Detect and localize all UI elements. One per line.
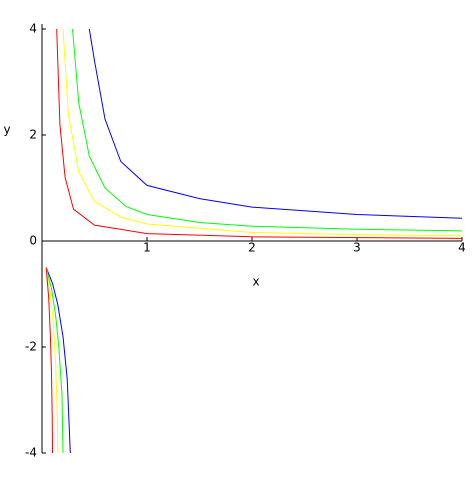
- curve: [45, 267, 71, 454]
- x-tick-label: 4: [458, 241, 466, 255]
- curve: [45, 267, 59, 454]
- curve: [45, 267, 53, 454]
- y-tick-label: 2: [29, 128, 37, 142]
- curve: [88, 28, 463, 219]
- curve: [45, 267, 64, 454]
- x-tick-label: 3: [353, 241, 361, 255]
- x-tick-label: 2: [248, 241, 256, 255]
- y-tick-label: 0: [29, 234, 37, 248]
- curve: [56, 28, 463, 239]
- y-tick-label: -4: [25, 446, 37, 460]
- y-tick-label: 4: [29, 22, 37, 36]
- curve: [72, 28, 463, 232]
- y-axis-label: y: [3, 123, 10, 137]
- x-tick-label: 1: [143, 241, 151, 255]
- curve: [62, 28, 463, 237]
- y-tick-label: -2: [25, 340, 37, 354]
- x-axis-label: x: [252, 275, 259, 289]
